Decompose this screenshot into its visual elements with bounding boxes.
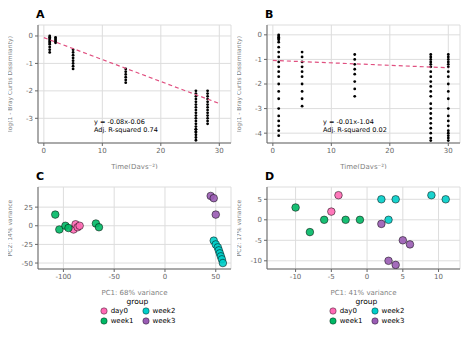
svg-text:-1: -1 — [26, 60, 33, 68]
svg-text:-50: -50 — [22, 259, 33, 267]
html-text:week1: week1 — [339, 316, 363, 325]
svg-text:0: 0 — [42, 147, 46, 155]
svg-text:-10: -10 — [290, 272, 301, 280]
html-text:week3: week3 — [381, 316, 405, 325]
html-text:B: B — [265, 8, 274, 21]
svg-text:log(1 - Bray Curtis Dissimilar: log(1 - Bray Curtis Dissimilarity) — [8, 36, 14, 132]
svg-text:-10: -10 — [251, 257, 262, 265]
svg-text:-2: -2 — [255, 80, 262, 88]
html-text:week2: week2 — [381, 306, 405, 315]
svg-text:PC2: 14% variance: PC2: 14% variance — [8, 199, 13, 256]
html-text:group: group — [355, 296, 378, 306]
svg-text:PC1: 68% variance: PC1: 68% variance — [101, 289, 167, 295]
svg-text:20: 20 — [385, 147, 394, 155]
svg-text:0: 0 — [163, 272, 167, 280]
svg-text:log(1 - Bray Curtis Dissimilar: log(1 - Bray Curtis Dissimilarity) — [237, 36, 243, 132]
html-text:A: A — [36, 8, 45, 21]
svg-text:-3: -3 — [255, 105, 262, 113]
svg-text:PC2: 17% variance: PC2: 17% variance — [237, 199, 242, 256]
svg-text:0: 0 — [365, 272, 369, 280]
svg-text:0: 0 — [258, 216, 262, 224]
svg-text:-5: -5 — [328, 272, 335, 280]
svg-text:-50: -50 — [108, 272, 119, 280]
svg-text:0: 0 — [271, 147, 275, 155]
html-text:day0: day0 — [110, 306, 128, 315]
svg-text:50: 50 — [211, 272, 220, 280]
svg-text:0: 0 — [29, 32, 33, 40]
html-text:week2: week2 — [152, 306, 176, 315]
html-text:week1: week1 — [110, 316, 134, 325]
svg-text:-100: -100 — [55, 272, 71, 280]
svg-text:Time(Days⁻²): Time(Days⁻²) — [110, 163, 158, 169]
html-text:week3: week3 — [152, 316, 176, 325]
svg-text:PC1: 41% variance: PC1: 41% variance — [330, 289, 396, 295]
svg-text:-4: -4 — [255, 130, 263, 138]
svg-text:-2: -2 — [26, 87, 33, 95]
svg-text:10: 10 — [327, 147, 336, 155]
html-text:group: group — [126, 296, 149, 306]
svg-text:30: 30 — [215, 147, 224, 155]
html-text:y = -0.01x-1.04 Adj. R-squared: y = -0.01x-1.04 Adj. R-squared 0.02 — [323, 117, 387, 134]
svg-text:Time(Days⁻²): Time(Days⁻²) — [339, 163, 387, 169]
svg-text:-3: -3 — [26, 115, 33, 123]
svg-text:5: 5 — [401, 272, 405, 280]
svg-text:0: 0 — [29, 222, 33, 230]
svg-text:-5: -5 — [255, 236, 262, 244]
svg-text:-1: -1 — [255, 56, 262, 64]
svg-text:10: 10 — [98, 147, 107, 155]
html-text:day0: day0 — [339, 306, 357, 315]
svg-text:5: 5 — [258, 195, 262, 203]
svg-text:0: 0 — [258, 31, 262, 39]
svg-text:25: 25 — [24, 203, 33, 211]
svg-text:20: 20 — [156, 147, 165, 155]
html-text:D: D — [265, 169, 275, 183]
svg-text:10: 10 — [434, 272, 443, 280]
html-text:y = -0.08x-0.06 Adj. R-squared: y = -0.08x-0.06 Adj. R-squared 0.74 — [94, 117, 158, 134]
html-text:C: C — [36, 169, 45, 183]
svg-text:30: 30 — [444, 147, 453, 155]
svg-text:-25: -25 — [22, 240, 33, 248]
